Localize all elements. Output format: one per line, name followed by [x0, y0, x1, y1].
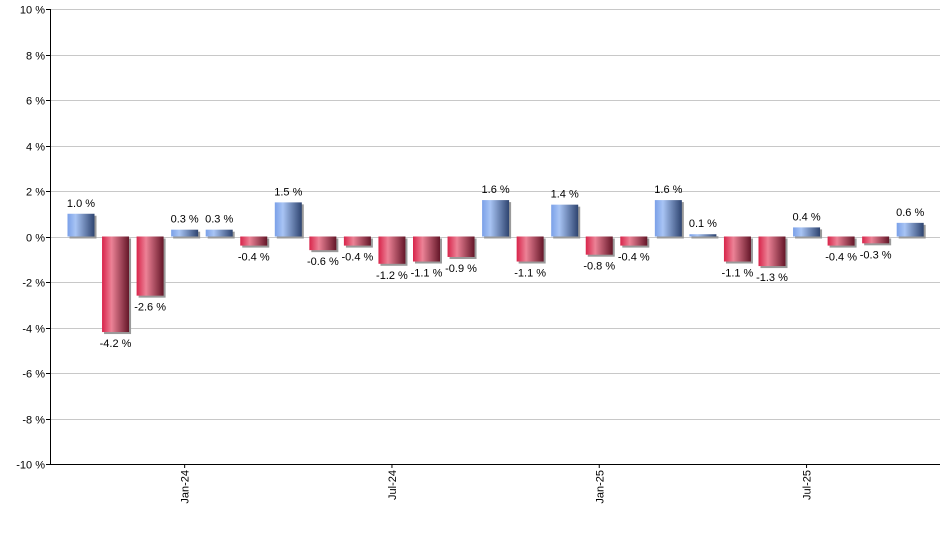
bar: [896, 222, 924, 237]
bar-shadow: [691, 236, 719, 239]
data-label: -4.2 %: [100, 338, 132, 350]
data-label: 0.1 %: [689, 218, 717, 230]
x-tick-label: Jan-25: [594, 470, 606, 504]
y-tick-label: 2 %: [26, 187, 45, 199]
x-tick-label: Jul-24: [387, 470, 399, 500]
bar: [551, 204, 579, 237]
data-label: 1.5 %: [274, 186, 302, 198]
bar: [516, 236, 544, 262]
bar: [102, 236, 130, 333]
y-tick-label: -6 %: [22, 369, 45, 381]
data-label: -0.8 %: [583, 261, 615, 273]
bar: [654, 200, 682, 237]
data-label: -1.3 %: [756, 272, 788, 284]
bar: [447, 236, 475, 257]
bar: [413, 236, 440, 262]
y-tick-label: 8 %: [26, 51, 45, 63]
data-label: 1.6 %: [482, 184, 510, 196]
bar: [620, 236, 648, 246]
y-tick-label: -2 %: [22, 278, 45, 290]
y-tick-label: 6 %: [26, 96, 45, 108]
bar: [585, 236, 613, 255]
bar: [240, 236, 268, 246]
data-label: 1.4 %: [551, 189, 579, 201]
bar: [274, 202, 302, 237]
data-label: -0.4 %: [618, 252, 650, 264]
data-label: 1.0 %: [67, 198, 95, 210]
x-tick-label: Jan-24: [180, 470, 192, 504]
bar: [862, 236, 890, 244]
y-tick-label: -10 %: [16, 460, 45, 472]
y-tick-label: -4 %: [22, 324, 45, 336]
y-tick-label: 0 %: [26, 233, 45, 245]
data-label: -0.4 %: [825, 252, 857, 264]
bar: [309, 236, 337, 251]
data-label: -0.9 %: [445, 263, 477, 275]
y-tick-label: -8 %: [22, 415, 45, 427]
data-label: 0.3 %: [171, 214, 199, 226]
data-label: -0.4 %: [238, 252, 270, 264]
bar: [827, 236, 855, 246]
bar: [205, 229, 233, 237]
bar: [378, 236, 406, 264]
data-label: -0.6 %: [307, 256, 339, 268]
data-label: -0.3 %: [860, 249, 892, 261]
data-label: 0.3 %: [205, 214, 233, 226]
data-label: 0.6 %: [896, 207, 924, 219]
y-tick-label: 4 %: [26, 142, 45, 154]
data-label: -1.1 %: [514, 268, 546, 280]
bar: [758, 236, 786, 267]
data-label: 0.4 %: [792, 211, 820, 223]
data-label: -0.4 %: [342, 252, 374, 264]
data-label: -2.6 %: [134, 302, 166, 314]
bar: [689, 234, 717, 237]
bar: [793, 227, 821, 237]
x-tick-label: Jul-25: [802, 470, 814, 500]
data-label: -1.2 %: [376, 270, 408, 282]
bar: [482, 200, 510, 237]
data-label: -1.1 %: [722, 268, 754, 280]
bar: [343, 236, 371, 246]
data-label: 1.6 %: [654, 184, 682, 196]
bar: [723, 236, 751, 262]
bar: [171, 229, 199, 237]
bar: [67, 213, 95, 237]
y-tick-label: 10 %: [20, 5, 45, 17]
bar: [136, 236, 164, 296]
data-label: -1.1 %: [411, 268, 443, 280]
